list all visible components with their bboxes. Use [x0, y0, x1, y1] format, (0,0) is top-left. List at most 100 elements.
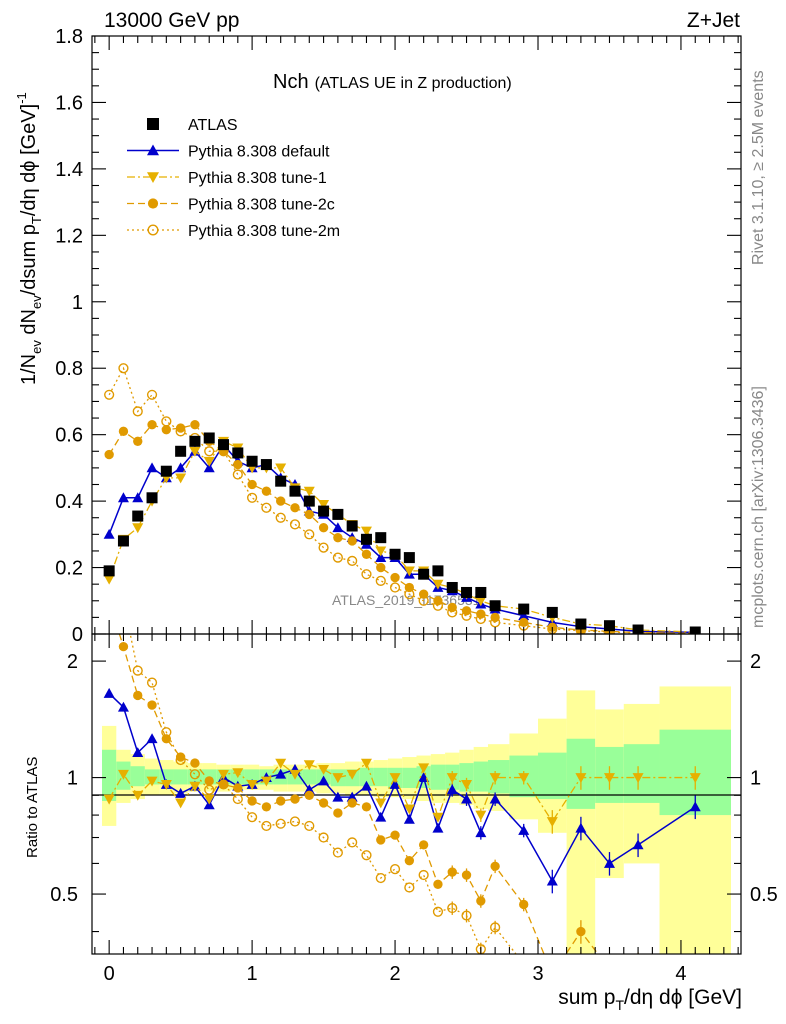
ratio-point: [489, 793, 501, 804]
ratio-point: [375, 872, 386, 884]
data-point: [160, 465, 172, 477]
legend-item: Pythia 8.308 tune-2c: [127, 197, 335, 214]
ratio-point: [247, 812, 258, 823]
data-point: [347, 536, 357, 546]
ratio-point: [518, 824, 530, 835]
data-point: [347, 555, 358, 567]
ratio-line: [108, 692, 696, 883]
data-point: [117, 492, 129, 503]
series-atlas: [103, 432, 701, 634]
ratio-point: [318, 775, 330, 786]
legend-marker: [147, 198, 159, 209]
legend-item: Pythia 8.308 tune-1: [127, 170, 327, 187]
series-line: [108, 366, 696, 634]
ratio-tick-label-right: 0.5: [750, 884, 778, 906]
data-point: [117, 535, 129, 547]
ratio-pythia-8-308-tune-2m: [105, 549, 696, 1022]
data-point: [475, 613, 486, 625]
y-tick-label: 1.2: [55, 225, 83, 247]
ratio-point: [261, 820, 272, 832]
data-point: [518, 610, 530, 621]
y-tick-label: 1.8: [55, 26, 83, 48]
ratio-point: [105, 549, 114, 558]
data-point: [333, 532, 343, 543]
ratio-point: [461, 780, 473, 790]
data-point: [304, 509, 314, 520]
ratio-pythia-8-308-tune-2c: [118, 634, 696, 954]
ratio-point: [689, 801, 701, 812]
ratio-point: [433, 879, 443, 889]
x-axis-label: sum pT/dη dϕ [GeV]: [558, 986, 742, 1013]
ratio-tick-label: 2: [67, 651, 78, 673]
rivet-version-label: Rivet 3.1.10, ≥ 2.5M events: [750, 70, 767, 265]
legend-item: ATLAS: [147, 117, 238, 134]
ratio-point: [204, 784, 215, 795]
ratio-point: [175, 787, 187, 798]
ratio-pythia-8-308-tune-1: [103, 758, 701, 834]
data-point: [346, 520, 358, 532]
data-point: [132, 406, 143, 417]
ratio-point: [404, 882, 415, 893]
ratio-point: [303, 760, 315, 771]
ratio-point: [575, 822, 587, 833]
data-point: [189, 435, 201, 447]
data-point: [418, 595, 429, 606]
ratio-point: [389, 778, 401, 789]
data-point: [146, 462, 158, 473]
data-point: [132, 523, 144, 534]
data-point: [104, 389, 115, 400]
ratio-point: [232, 793, 243, 805]
legend-label: Pythia 8.308 default: [188, 144, 330, 161]
data-point: [389, 548, 401, 560]
ratio-point: [347, 798, 357, 808]
header-process: Z+Jet: [687, 9, 740, 32]
ratio-band-inner: [459, 763, 474, 792]
y-tick-label: 0.8: [55, 358, 83, 380]
data-point: [161, 425, 172, 435]
series-line: [108, 423, 696, 634]
data-point: [461, 586, 473, 598]
ratio-tick-label: 1: [67, 768, 78, 790]
data-point: [318, 500, 330, 510]
ratio-point: [489, 773, 501, 784]
ratio-band-inner: [173, 769, 188, 785]
ratio-band-inner: [430, 764, 446, 790]
ratio-point: [418, 869, 429, 881]
ratio-point: [233, 783, 243, 793]
data-point: [318, 523, 329, 533]
ratio-point: [275, 758, 287, 769]
data-point: [603, 620, 615, 632]
ratio-point: [247, 796, 257, 806]
y-axis-label: 1/Nev dNev/dsum pT/dη dϕ [GeV]-1: [14, 92, 44, 385]
ratio-point: [290, 794, 300, 804]
ratio-point: [518, 773, 530, 784]
ratio-point: [346, 791, 358, 802]
data-point: [190, 420, 200, 430]
data-point: [332, 508, 344, 520]
data-point: [247, 479, 257, 490]
data-point: [275, 475, 287, 487]
legend-marker: [147, 118, 159, 130]
ratio-point: [347, 837, 358, 848]
data-point: [446, 581, 458, 593]
data-point: [360, 533, 372, 545]
ratio-point: [333, 808, 343, 818]
ratio-point: [360, 780, 372, 791]
ratio-point: [418, 840, 429, 850]
ratio-point: [475, 827, 487, 838]
ratio-tick-label: 0.5: [50, 884, 78, 906]
data-point: [233, 459, 243, 470]
data-point: [103, 574, 115, 585]
ratio-point: [146, 733, 158, 744]
ratio-point: [318, 798, 329, 808]
data-point: [360, 526, 372, 537]
data-point: [361, 569, 372, 580]
data-point: [203, 462, 215, 473]
ratio-point: [605, 1013, 614, 1022]
ratio-point: [432, 812, 444, 823]
ratio-point: [447, 867, 457, 877]
ratio-point: [360, 758, 372, 769]
ratio-point: [132, 790, 144, 801]
data-point: [132, 492, 144, 503]
header-energy: 13000 GeV pp: [104, 9, 239, 32]
